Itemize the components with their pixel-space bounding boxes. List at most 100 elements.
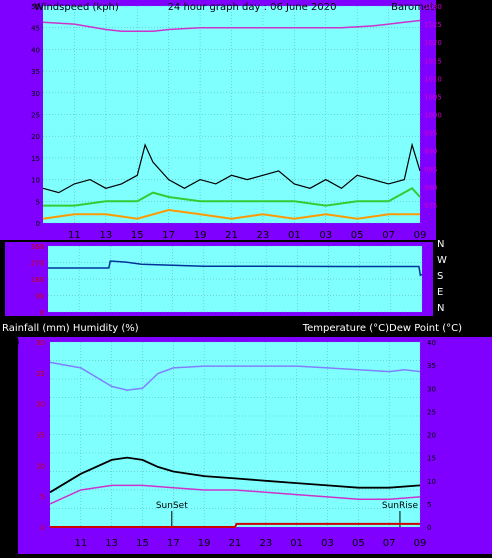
direction-tick-label: 0 <box>40 309 44 317</box>
x-tick-label: 03 <box>321 538 334 549</box>
barometer-tick-label: 1030 <box>424 3 442 11</box>
direction-tick-label: 270 <box>31 260 44 268</box>
compass-label-e: E <box>437 287 443 298</box>
x-tick-label: 13 <box>99 230 112 241</box>
x-tick-label: 09 <box>414 230 427 241</box>
wind-tick-label: 25 <box>31 112 40 120</box>
temperature-tick-label: 0 <box>427 524 431 532</box>
compass-label-n: N <box>437 303 444 314</box>
barometer-tick-label: 980 <box>424 184 437 192</box>
x-tick-label: 07 <box>382 230 395 241</box>
humidity-tick-label: 10 <box>6 506 15 514</box>
x-tick-label: 21 <box>225 230 238 241</box>
sun-event-label: SunSet <box>156 501 188 511</box>
x-tick-label: 09 <box>414 538 427 549</box>
humidity-tick-label: 50 <box>6 432 15 440</box>
x-tick-label: 13 <box>105 538 118 549</box>
temperature-tick-label: 25 <box>427 408 436 416</box>
x-tick-label: 19 <box>194 230 207 241</box>
barometer-tick-label: 995 <box>424 130 437 138</box>
temperature-tick-label: 35 <box>427 362 436 370</box>
wind-direction-series <box>48 260 423 277</box>
barometer-tick-label: 990 <box>424 148 437 156</box>
wind-tick-label: 30 <box>31 90 40 98</box>
temperature-tick-label: 15 <box>427 455 436 463</box>
rain-tick-label: 25 <box>36 370 45 378</box>
humidity-tick-label: 100 <box>6 339 19 347</box>
wind-tick-label: 40 <box>31 46 40 54</box>
wind-average-series <box>43 187 421 207</box>
x-tick-label: 21 <box>229 538 242 549</box>
humidity-tick-label: 60 <box>6 413 15 421</box>
rain-tick-label: 0 <box>41 524 45 532</box>
x-tick-label: 15 <box>131 230 144 241</box>
compass-label-s: S <box>437 271 443 282</box>
x-tick-label: 17 <box>162 230 175 241</box>
x-tick-label: 19 <box>198 538 211 549</box>
compass-label-w: W <box>437 255 447 266</box>
rain-tick-label: 30 <box>36 339 45 347</box>
graph-title: 24 hour graph day : 06 June 2020 <box>168 2 337 13</box>
rain-tick-label: 20 <box>36 401 45 409</box>
temperature-tick-label: 10 <box>427 478 436 486</box>
x-tick-label: 01 <box>288 230 301 241</box>
barometer-tick-label: 1025 <box>424 21 442 29</box>
temperature-tick-label: 40 <box>427 339 436 347</box>
humidity-tick-label: 80 <box>6 376 15 384</box>
direction-tick-label: 90 <box>35 293 44 301</box>
humidity-tick-label: 90 <box>6 358 15 366</box>
sun-event-label: SunRise <box>382 501 419 511</box>
wind-tick-label: 10 <box>31 177 40 185</box>
barometer-tick-label: 1015 <box>424 57 442 65</box>
barometer-tick-label: 985 <box>424 166 437 174</box>
barometer-tick-label: 1020 <box>424 39 442 47</box>
wind-axis-title: Windspeed (kph) <box>34 2 119 13</box>
x-tick-label: 07 <box>383 538 396 549</box>
temperature-axis-title: Temperature (°C)Dew Point (°C) <box>302 323 462 334</box>
wind-tick-label: 35 <box>31 68 40 76</box>
x-tick-label: 23 <box>259 538 272 549</box>
humidity-tick-label: 40 <box>6 450 15 458</box>
wind-low-series <box>42 208 420 220</box>
barometer-series <box>42 19 421 33</box>
temperature-series <box>49 456 421 494</box>
direction-tick-label: 180 <box>31 276 44 284</box>
wind-tick-label: 20 <box>31 133 40 141</box>
compass-label-n: N <box>437 239 444 250</box>
barometer-tick-label: 1005 <box>424 93 442 101</box>
barometer-tick-label: 1000 <box>424 112 442 120</box>
wind-tick-label: 5 <box>36 198 40 206</box>
rain-tick-label: 15 <box>36 432 45 440</box>
humidity-series <box>49 361 421 391</box>
temperature-tick-label: 5 <box>427 501 431 509</box>
x-tick-label: 01 <box>290 538 303 549</box>
rainfall-series <box>50 522 420 528</box>
x-tick-label: 05 <box>352 538 365 549</box>
temperature-tick-label: 30 <box>427 385 436 393</box>
barometer-axis-title: Barometer (hpa) <box>391 2 474 13</box>
wind-tick-label: 15 <box>31 155 40 163</box>
humidity-axis-title: Rainfall (mm) Humidity (%) <box>2 323 139 334</box>
x-tick-label: 03 <box>319 230 332 241</box>
x-tick-label: 11 <box>68 230 81 241</box>
wind-tick-label: 0 <box>36 220 40 228</box>
humidity-tick-label: 30 <box>6 469 15 477</box>
x-tick-label: 23 <box>257 230 270 241</box>
barometer-tick-label: 975 <box>424 202 437 210</box>
humidity-tick-label: 70 <box>6 395 15 403</box>
dew-point-series <box>49 484 421 505</box>
wind-tick-label: 45 <box>31 25 40 33</box>
humidity-tick-label: 0 <box>6 524 10 532</box>
temperature-tick-label: 20 <box>427 432 436 440</box>
rain-tick-label: 5 <box>41 493 45 501</box>
wind-tick-label: 50 <box>31 3 40 11</box>
wind-gust-series <box>42 142 421 194</box>
x-tick-label: 05 <box>351 230 364 241</box>
x-tick-label: 11 <box>74 538 87 549</box>
barometer-tick-label: 1010 <box>424 75 442 83</box>
x-tick-label: 17 <box>167 538 180 549</box>
humidity-tick-label: 20 <box>6 487 15 495</box>
x-tick-label: 15 <box>136 538 149 549</box>
